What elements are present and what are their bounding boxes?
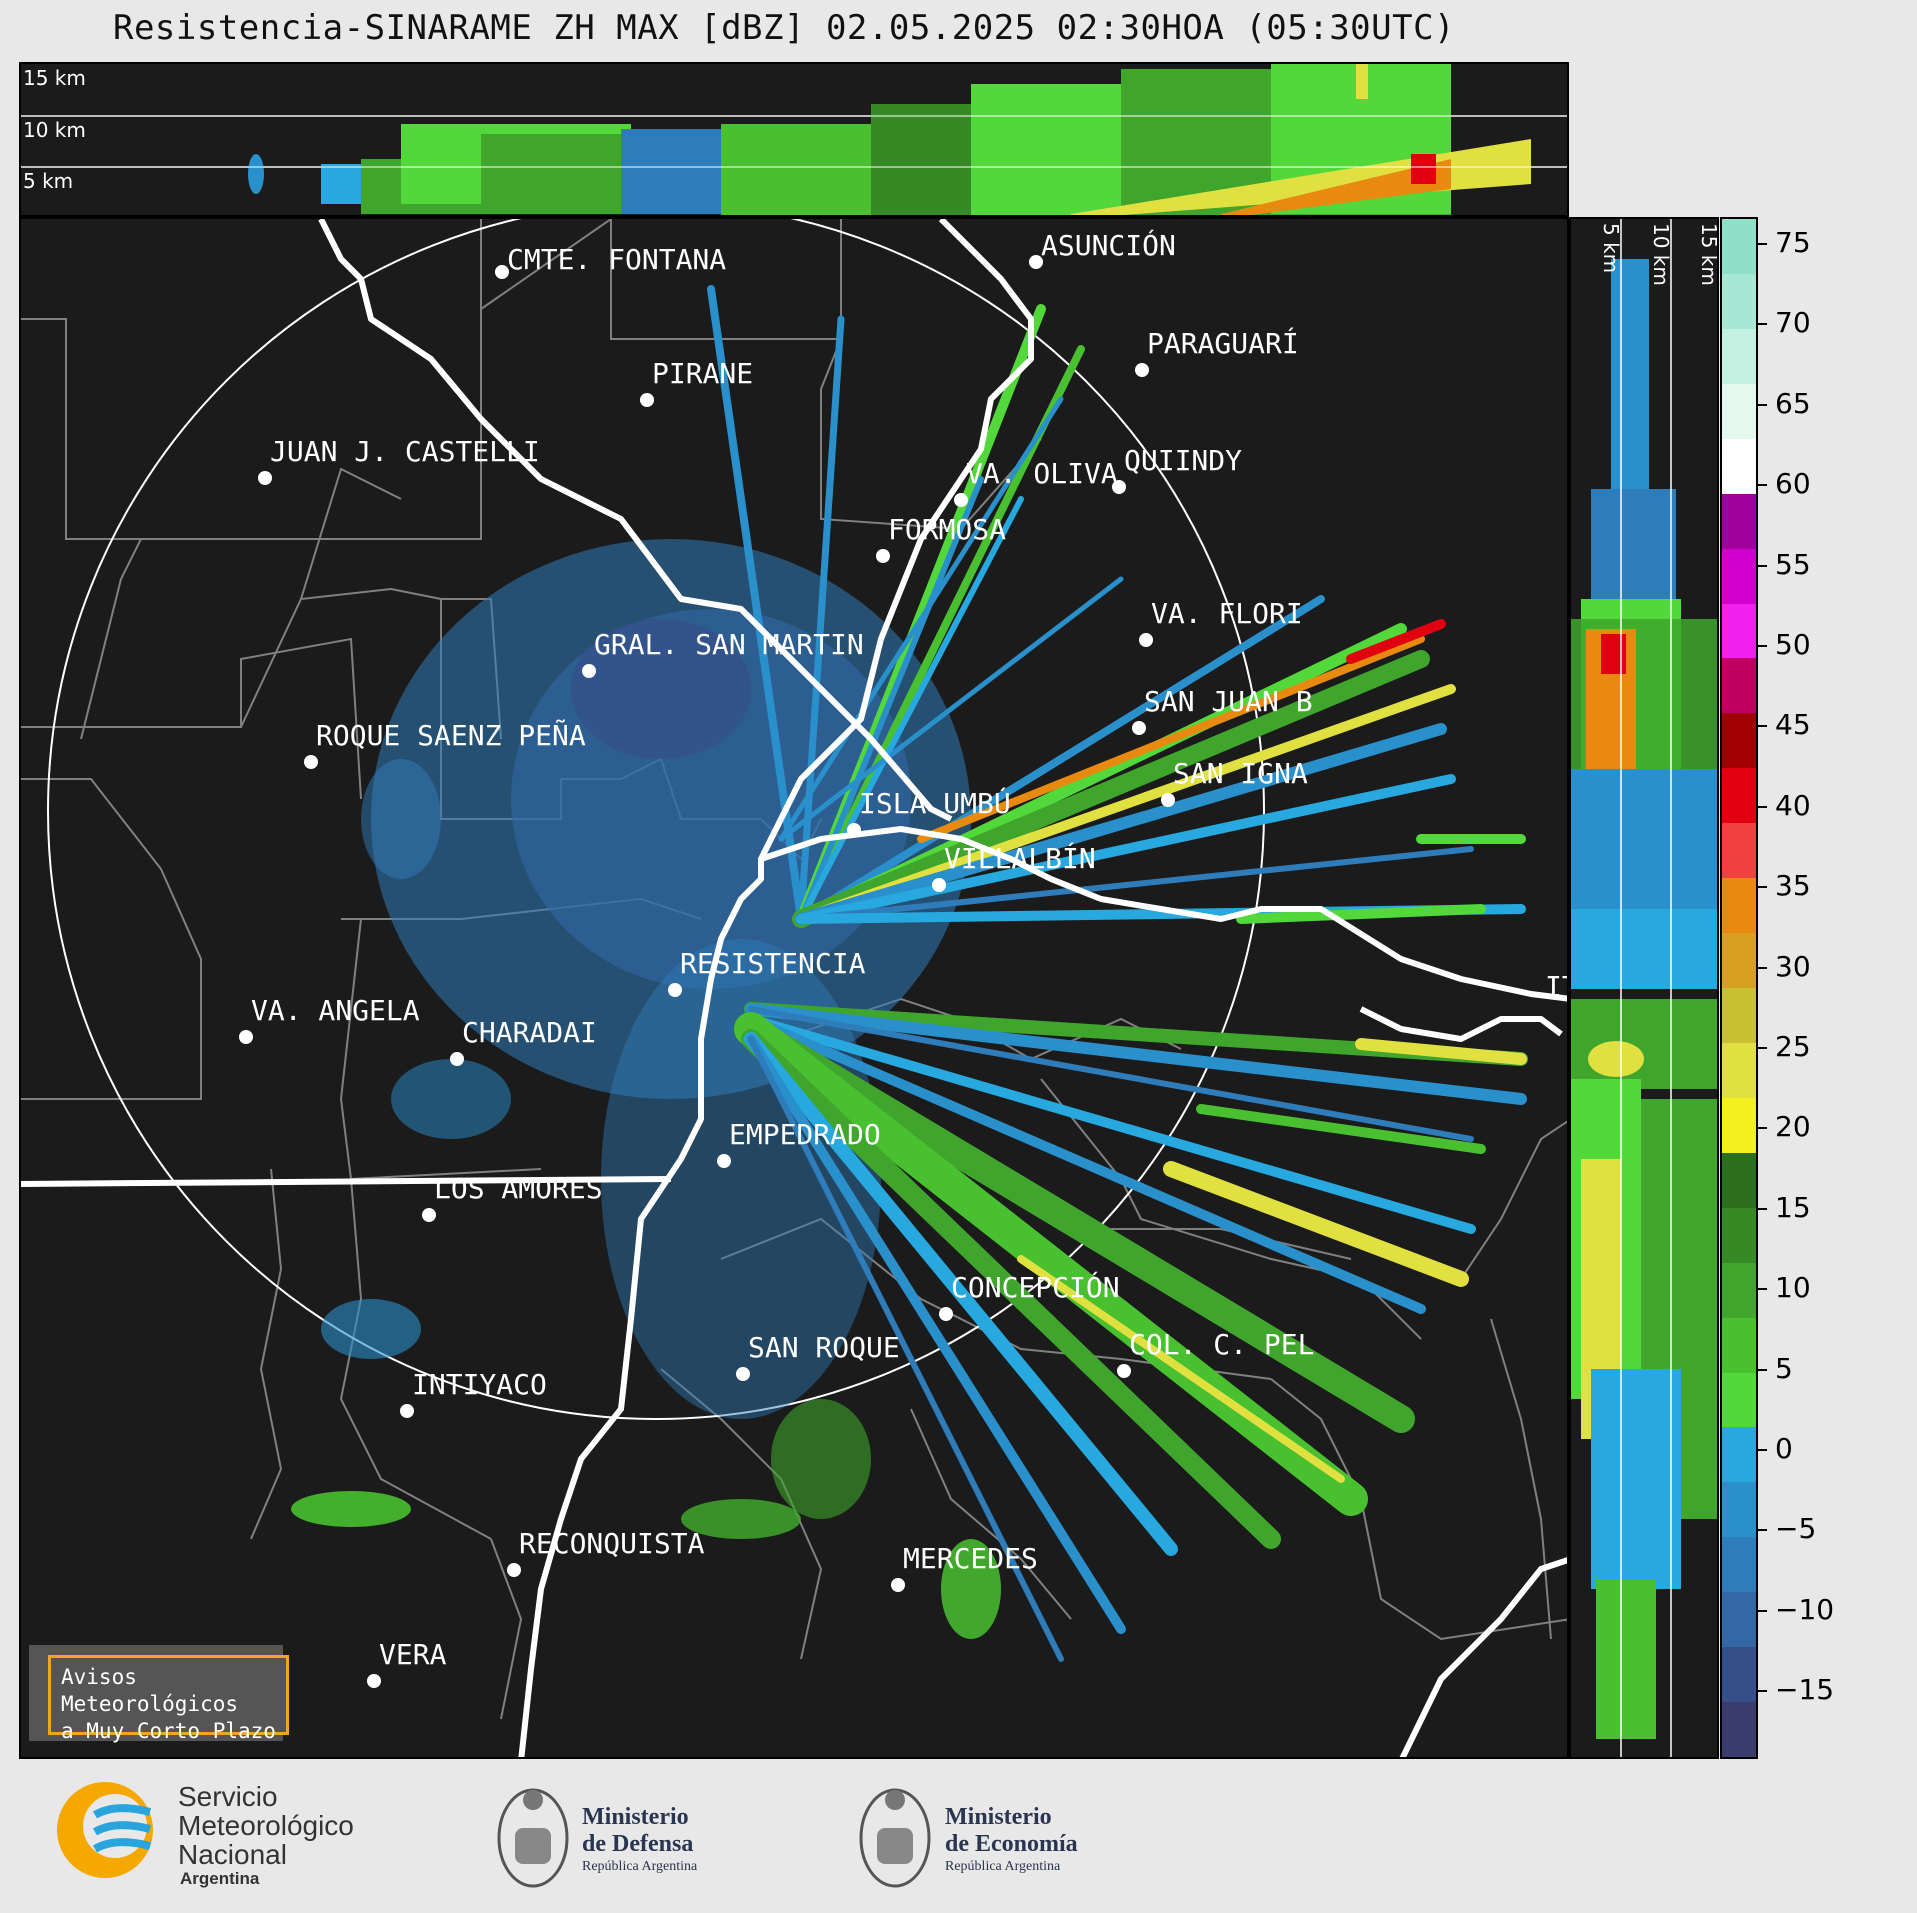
colorbar-tick-label: 25 — [1775, 1030, 1811, 1063]
colorbar-segment — [1722, 383, 1756, 440]
colorbar-segment — [1722, 1317, 1756, 1374]
colorbar-segment — [1722, 1647, 1756, 1704]
colorbar-tick-label: 70 — [1775, 306, 1811, 340]
colorbar-tick-label: 10 — [1775, 1271, 1811, 1305]
economia-logo-text: Ministerio de Economía República Argenti… — [945, 1804, 1078, 1874]
colorbar-tick-label: 45 — [1775, 708, 1811, 742]
colorbar-tick — [1758, 966, 1767, 969]
colorbar-tick-label: 60 — [1775, 467, 1811, 501]
colorbar-segment — [1722, 1372, 1756, 1429]
colorbar-tick — [1758, 1288, 1767, 1291]
colorbar-segment — [1722, 988, 1756, 1044]
colorbar-segment — [1722, 933, 1756, 989]
colorbar-segment — [1722, 1207, 1756, 1264]
colorbar-segment — [1722, 1537, 1756, 1594]
defensa-logo-text: Ministerio de Defensa República Argentin… — [582, 1804, 698, 1874]
map-title: Resistencia-SINARAME ZH MAX [dBZ] 02.05.… — [112, 8, 1456, 48]
logo-graphics — [57, 1782, 931, 1888]
colorbar-tick — [1758, 1127, 1767, 1130]
colorbar-tick-label: 15 — [1775, 1190, 1811, 1224]
colorbar-segment — [1722, 493, 1756, 550]
side-km-5: 5 km — [1599, 223, 1623, 274]
colorbar-tick — [1758, 403, 1767, 406]
colorbar-tick-label: −10 — [1775, 1592, 1835, 1626]
colorbar-segment — [1722, 1702, 1756, 1757]
colorbar-tick-label: −15 — [1775, 1673, 1835, 1707]
colorbar-tick — [1758, 1047, 1767, 1049]
side-cross-section-panel: 5 km 10 km 15 km — [1569, 217, 1719, 1759]
colorbar-segment — [1722, 1152, 1756, 1209]
range-ring — [47, 219, 1265, 1420]
colorbar-tick — [1758, 243, 1767, 245]
top-cross-section-panel: 15 km 10 km 5 km — [19, 62, 1569, 217]
warning-box[interactable]: Avisos Meteorológicos a Muy Corto Plazo — [48, 1655, 289, 1743]
defensa-coat-of-arms-icon — [497, 1788, 569, 1888]
colorbar-tick — [1758, 1207, 1767, 1210]
colorbar-tick — [1758, 564, 1767, 567]
km-label-5: 5 km — [23, 169, 74, 193]
smn-logo-text: Servicio Meteorológico Nacional Argentin… — [178, 1781, 354, 1888]
colorbar-segment — [1722, 713, 1756, 770]
colorbar-tick-label: 55 — [1775, 547, 1811, 581]
colorbar-segment — [1722, 878, 1756, 935]
side-km-10: 10 km — [1649, 223, 1673, 286]
colorbar-tick — [1758, 1529, 1767, 1532]
colorbar-tick — [1758, 805, 1767, 808]
economia-coat-of-arms-icon — [859, 1788, 931, 1888]
dbz-colorbar — [1720, 217, 1758, 1759]
colorbar-tick-label: 0 — [1775, 1432, 1793, 1465]
km-label-15: 15 km — [23, 66, 86, 90]
colorbar-segment — [1722, 328, 1756, 385]
colorbar-tick-label: 65 — [1775, 386, 1811, 420]
colorbar-tick-label: 75 — [1775, 226, 1811, 259]
colorbar-segment — [1722, 273, 1756, 330]
colorbar-tick-label: 50 — [1775, 628, 1811, 661]
colorbar-segment — [1722, 1592, 1756, 1649]
colorbar-tick-label: 40 — [1775, 788, 1811, 822]
colorbar-tick — [1758, 1368, 1767, 1371]
colorbar-segment — [1722, 1042, 1756, 1099]
footer-logos: Servicio Meteorológico Nacional Argentin… — [0, 1760, 1917, 1909]
colorbar-segment — [1722, 1262, 1756, 1319]
colorbar-tick — [1758, 886, 1767, 889]
colorbar-tick — [1758, 323, 1767, 326]
colorbar-segment — [1722, 438, 1756, 495]
top-cross-section-echoes — [21, 64, 1567, 215]
colorbar-tick — [1758, 1609, 1767, 1612]
colorbar-tick — [1758, 1449, 1767, 1451]
warning-line-1: Avisos Meteorológicos — [61, 1665, 239, 1716]
colorbar-segment — [1722, 548, 1756, 605]
colorbar-tick — [1758, 1690, 1767, 1693]
side-km-15: 15 km — [1697, 223, 1719, 286]
colorbar-tick-label: 30 — [1775, 949, 1811, 983]
colorbar-tick-label: 20 — [1775, 1110, 1811, 1144]
colorbar-segment — [1722, 1097, 1756, 1154]
colorbar-tick-label: −5 — [1775, 1512, 1817, 1546]
colorbar-segment — [1722, 219, 1756, 275]
colorbar-segment — [1722, 658, 1756, 715]
radar-echo-field — [291, 539, 1001, 1639]
colorbar-segment — [1722, 1427, 1756, 1484]
side-cross-section-echoes — [1571, 219, 1717, 1757]
colorbar-tick — [1758, 645, 1767, 647]
smn-logo-icon — [57, 1782, 153, 1878]
colorbar-tick — [1758, 725, 1767, 728]
km-label-10: 10 km — [23, 118, 86, 142]
colorbar-segment — [1722, 768, 1756, 825]
colorbar-tick-label: 5 — [1775, 1351, 1793, 1385]
warning-line-2: a Muy Corto Plazo — [61, 1719, 276, 1743]
colorbar-tick — [1758, 484, 1767, 487]
borders-rivers — [21, 219, 1567, 1757]
colorbar-tick-label: 35 — [1775, 869, 1811, 903]
colorbar-segment — [1722, 823, 1756, 880]
colorbar-segment — [1722, 1482, 1756, 1539]
radar-map-graphics — [21, 219, 1567, 1757]
radar-map[interactable]: CMTE. FONTANA ASUNCIÓN PIRANE PARAGUARÍ … — [19, 217, 1569, 1759]
colorbar-segment — [1722, 603, 1756, 660]
